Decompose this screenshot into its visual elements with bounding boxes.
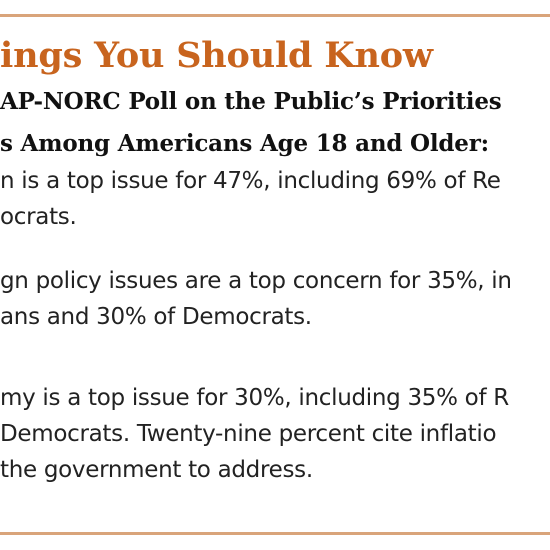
finding-paragraph: my is a top issue for 30%, including 35%… bbox=[0, 383, 550, 485]
subheading-line-1: AP-NORC Poll on the Public’s Priorities bbox=[0, 88, 502, 115]
subheading-line-2: s Among Americans Age 18 and Older: bbox=[0, 130, 489, 157]
finding-line: gn policy issues are a top concern for 3… bbox=[0, 268, 512, 294]
finding-line: ans and 30% of Democrats. bbox=[0, 304, 312, 330]
top-divider bbox=[0, 14, 550, 17]
finding-line: Democrats. Twenty-nine percent cite infl… bbox=[0, 421, 497, 447]
finding-paragraph: gn policy issues are a top concern for 3… bbox=[0, 266, 550, 332]
finding-line: my is a top issue for 30%, including 35%… bbox=[0, 385, 509, 411]
panel-heading: ings You Should Know bbox=[0, 35, 433, 76]
finding-line: n is a top issue for 47%, including 69% … bbox=[0, 168, 501, 194]
finding-paragraph: n is a top issue for 47%, including 69% … bbox=[0, 166, 550, 232]
finding-line: ocrats. bbox=[0, 204, 77, 230]
bottom-divider bbox=[0, 532, 550, 535]
finding-line: the government to address. bbox=[0, 457, 313, 483]
